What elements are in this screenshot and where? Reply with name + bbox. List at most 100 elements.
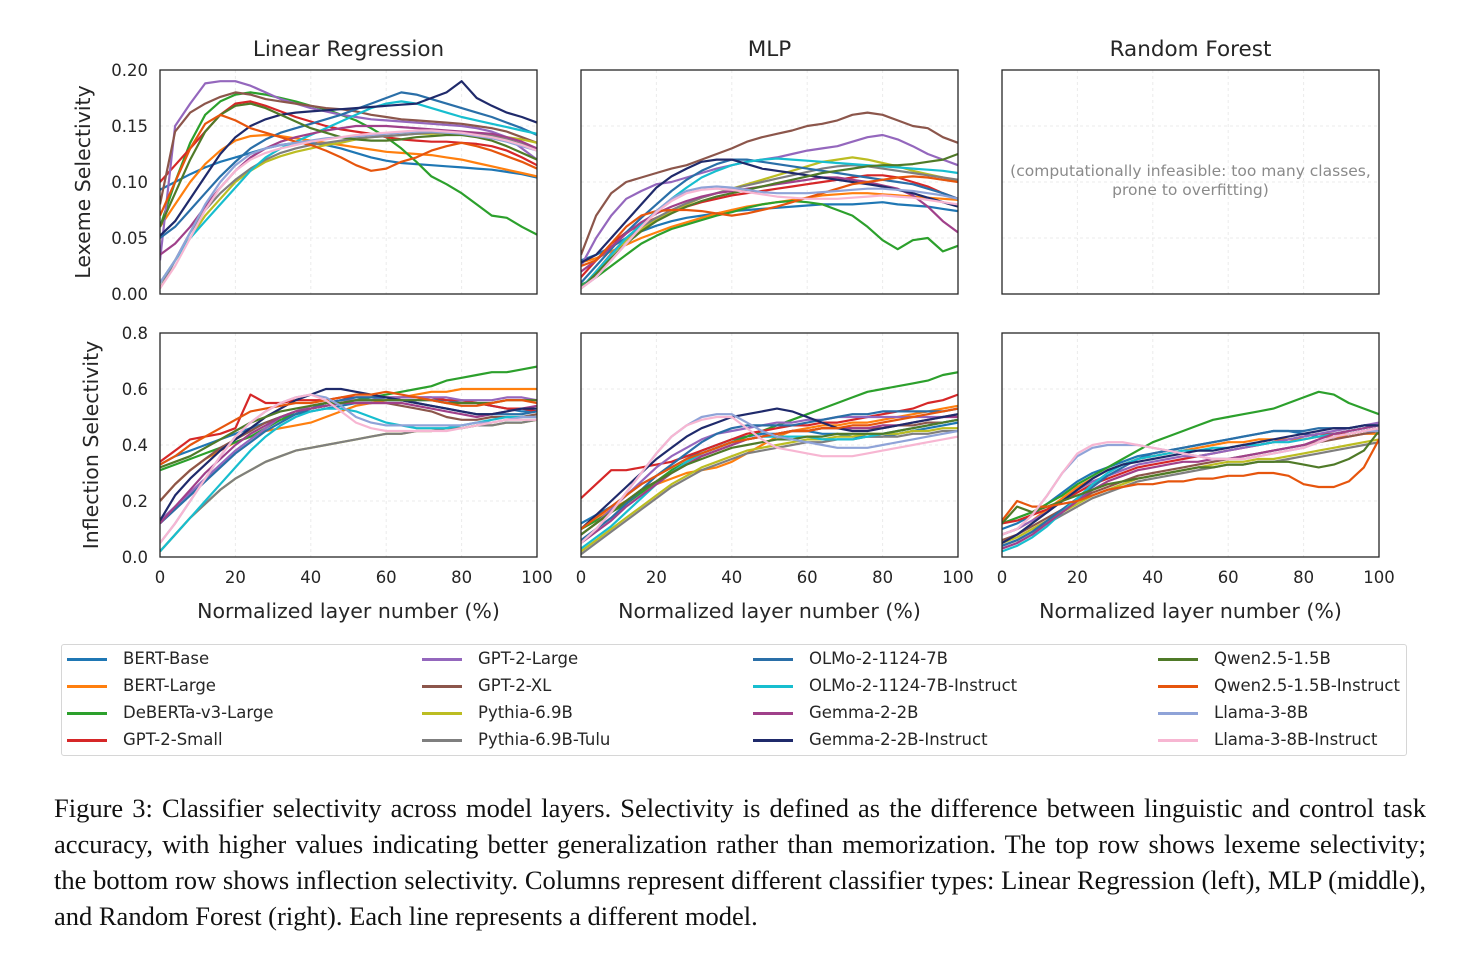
- panel-mlp_lex: MLP: [580, 37, 959, 295]
- series-line-qwen2-5-1-5b-instruct: [1002, 438, 1379, 522]
- legend-swatch: [1158, 739, 1198, 742]
- x-tick-label: 100: [1363, 568, 1395, 587]
- legend-swatch: [1158, 712, 1198, 715]
- series-group: [581, 371, 958, 556]
- series-line-qwen2-5-1-5b-instruct: [581, 407, 958, 530]
- series-line-gemma-2-2b: [1002, 424, 1379, 550]
- legend-item: Pythia-6.9B-Tulu: [422, 729, 610, 751]
- legend-swatch: [753, 712, 793, 715]
- legend-swatch: [67, 658, 107, 661]
- legend-label: OLMo-2-1124-7B: [809, 649, 948, 668]
- series-group: [1002, 390, 1379, 553]
- legend-item: Pythia-6.9B: [422, 702, 573, 724]
- series-group: [160, 365, 537, 553]
- series-line-gemma-2-2b: [160, 401, 537, 525]
- series-group: [581, 111, 958, 290]
- series-line-llama-3-8b-instruct: [160, 393, 537, 544]
- y-axis-label: Inflection Selectivity: [79, 341, 103, 550]
- legend-label: Pythia-6.9B: [478, 703, 573, 722]
- legend-label: Gemma-2-2B-Instruct: [809, 730, 988, 749]
- y-tick-label: 0.0: [122, 548, 148, 567]
- x-tick-label: 100: [521, 568, 553, 587]
- series-line-deberta-v3-large: [581, 371, 958, 530]
- series-line-qwen2-5-1-5b: [1002, 430, 1379, 525]
- x-tick-label: 0: [576, 568, 587, 587]
- legend-label: GPT-2-Large: [478, 649, 579, 668]
- legend-item: GPT-2-XL: [422, 675, 551, 697]
- x-tick-label: 60: [1218, 568, 1239, 587]
- figure-caption: Figure 3: Classifier selectivity across …: [54, 793, 1426, 931]
- series-line-llama-3-8b-instruct: [1002, 427, 1379, 536]
- legend-swatch: [67, 685, 107, 688]
- series-line-pythia-6-9b-tulu: [160, 418, 537, 553]
- legend-label: Qwen2.5-1.5B-Instruct: [1214, 676, 1400, 695]
- x-tick-label: 0: [155, 568, 166, 587]
- legend-swatch: [422, 712, 462, 715]
- legend-item: Llama-3-8B-Instruct: [1158, 729, 1377, 751]
- series-line-llama-3-8b-instruct: [160, 129, 537, 290]
- x-tick-label: 0: [997, 568, 1008, 587]
- series-line-olmo-2-1124-7b-instruct: [581, 157, 958, 290]
- y-tick-label: 0.10: [111, 173, 148, 192]
- panel-note: (computationally infeasible: too many cl…: [1010, 162, 1371, 180]
- x-tick-label: 20: [225, 568, 246, 587]
- legend-label: Gemma-2-2B: [809, 703, 919, 722]
- series-line-qwen2-5-1-5b: [160, 102, 537, 228]
- panel-frame: [1001, 332, 1380, 558]
- x-tick-label: 20: [1067, 568, 1088, 587]
- x-tick-label: 80: [451, 568, 472, 587]
- series-line-gemma-2-2b-instruct: [160, 80, 537, 237]
- series-line-qwen2-5-1-5b: [581, 418, 958, 536]
- x-axis-label: Normalized layer number (%): [1039, 599, 1342, 623]
- legend-item: BERT-Large: [67, 675, 216, 697]
- x-tick-label: 20: [646, 568, 667, 587]
- legend-swatch: [422, 658, 462, 661]
- legend-swatch: [1158, 658, 1198, 661]
- panel-lr_lex: 0.00 0.05 0.10 0.15 0.20 Linear Regression Lex…: [71, 37, 538, 304]
- panel-rf_inf: 0 20 40 60 80 100 Normalized layer number (%): [997, 332, 1395, 623]
- series-line-deberta-v3-large: [1002, 390, 1379, 525]
- legend-item: OLMo-2-1124-7B: [753, 648, 948, 670]
- x-axis-label: Normalized layer number (%): [618, 599, 921, 623]
- series-line-pythia-6-9b-tulu: [160, 131, 537, 289]
- legend-item: Qwen2.5-1.5B-Instruct: [1158, 675, 1400, 697]
- series-line-llama-3-8b: [581, 185, 958, 290]
- series-line-gpt-2-xl: [160, 91, 537, 205]
- legend-swatch: [753, 685, 793, 688]
- legend-item: Qwen2.5-1.5B: [1158, 648, 1331, 670]
- series-line-qwen2-5-1-5b: [160, 399, 537, 469]
- y-tick-label: 0.00: [111, 285, 148, 304]
- panel-frame: [159, 332, 538, 558]
- legend-item: OLMo-2-1124-7B-Instruct: [753, 675, 1017, 697]
- series-line-bert-large: [160, 133, 537, 228]
- panel-frame: [159, 69, 538, 295]
- panel-frame: [1001, 69, 1380, 295]
- series-line-llama-3-8b-instruct: [581, 415, 958, 544]
- legend-label: Llama-3-8B-Instruct: [1214, 730, 1378, 749]
- panel-title: MLP: [748, 37, 792, 62]
- legend-item: Llama-3-8B: [1158, 702, 1308, 724]
- legend-label: GPT-2-XL: [478, 676, 552, 695]
- legend-label: OLMo-2-1124-7B-Instruct: [809, 676, 1018, 695]
- legend-label: GPT-2-Small: [123, 730, 223, 749]
- series-line-pythia-6-9b: [160, 418, 537, 553]
- series-line-pythia-6-9b-tulu: [581, 429, 958, 556]
- panel-frame: [580, 69, 959, 295]
- y-tick-label: 0.6: [122, 380, 148, 399]
- panel-mlp_inf: 0 20 40 60 80 100 Normalized layer number (%): [576, 332, 974, 623]
- x-tick-label: 40: [300, 568, 321, 587]
- y-tick-label: 0.2: [122, 492, 148, 511]
- legend-swatch: [422, 685, 462, 688]
- legend-item: Gemma-2-2B: [753, 702, 918, 724]
- y-tick-label: 0.05: [111, 229, 148, 248]
- panel-rf_lex: Random Forest (computationally infeasible…: [1001, 37, 1380, 295]
- series-line-qwen2-5-1-5b-instruct: [160, 390, 537, 466]
- x-tick-label: 80: [872, 568, 893, 587]
- series-line-qwen2-5-1-5b: [581, 152, 958, 290]
- y-tick-label: 0.20: [111, 61, 148, 80]
- legend-swatch: [753, 658, 793, 661]
- x-tick-label: 100: [942, 568, 974, 587]
- series-line-qwen2-5-1-5b-instruct: [160, 113, 537, 217]
- series-line-deberta-v3-large: [581, 199, 958, 286]
- series-line-olmo-2-1124-7b: [1002, 424, 1379, 547]
